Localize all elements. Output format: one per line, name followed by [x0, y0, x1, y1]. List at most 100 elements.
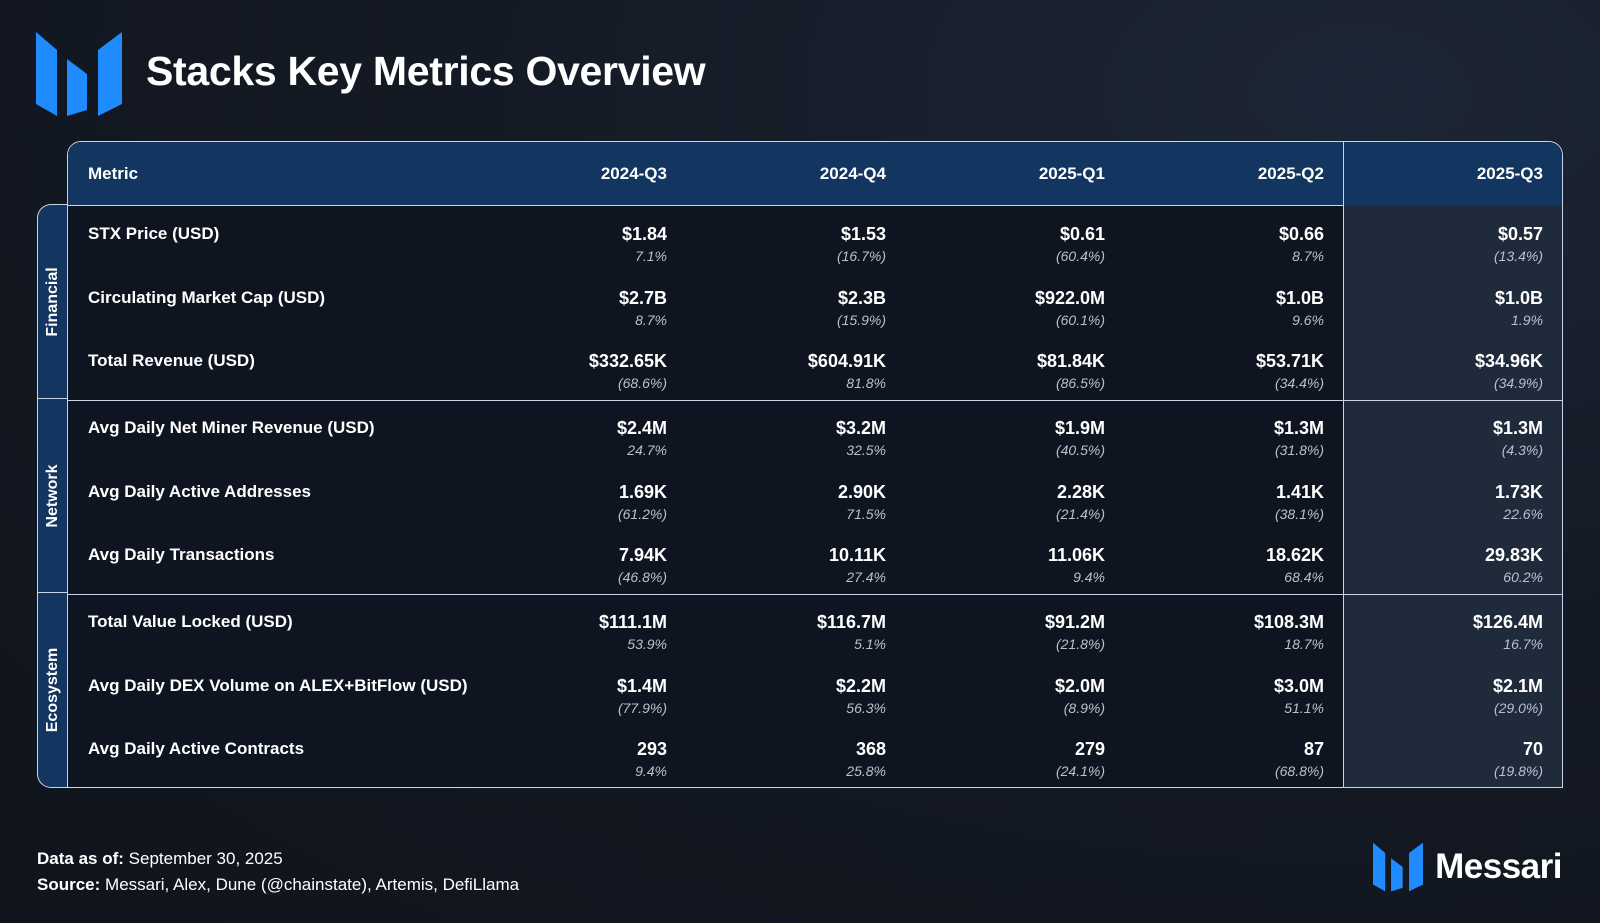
value-change: 8.7%: [635, 312, 667, 328]
value-cell: $604.91K 81.8%: [686, 348, 886, 392]
value-cell: $922.0M (60.1%): [905, 285, 1105, 329]
value-main: 279: [1074, 739, 1105, 759]
source-note: Source: Messari, Alex, Dune (@chainstate…: [37, 875, 519, 895]
header-period: 2024-Q4: [819, 164, 886, 183]
value-cell: 368 25.8%: [686, 736, 886, 780]
value-change: 24.7%: [627, 442, 667, 458]
value-change: (46.8%): [617, 569, 667, 585]
value-main: $2.7B: [618, 288, 667, 308]
value-change: 32.5%: [846, 442, 886, 458]
value-change: (77.9%): [617, 700, 667, 716]
value-change: (38.1%): [1274, 506, 1324, 522]
value-change: (29.0%): [1493, 700, 1543, 716]
value-main: $1.3M: [1492, 418, 1543, 438]
value-cell: $53.71K (34.4%): [1124, 348, 1324, 392]
value-change: (34.4%): [1274, 375, 1324, 391]
value-change: 16.7%: [1503, 636, 1543, 652]
metric-label: Avg Daily Active Contracts: [88, 739, 305, 758]
value-main: $3.2M: [835, 418, 886, 438]
value-change: 22.6%: [1503, 506, 1543, 522]
value-change: 51.1%: [1284, 700, 1324, 716]
value-cell: $1.0B 1.9%: [1343, 285, 1543, 329]
value-cell: $2.2M 56.3%: [686, 673, 886, 717]
value-main: $0.66: [1278, 224, 1324, 244]
value-cell: 11.06K 9.4%: [905, 542, 1105, 586]
value-change: 25.8%: [846, 763, 886, 779]
value-main: $1.84: [621, 224, 667, 244]
value-main: $1.4M: [616, 676, 667, 696]
metric-label: Total Revenue (USD): [88, 351, 255, 370]
value-cell: $332.65K (68.6%): [467, 348, 667, 392]
value-cell: $1.0B 9.6%: [1124, 285, 1324, 329]
value-main: 1.73K: [1494, 482, 1543, 502]
value-cell: $1.3M (31.8%): [1124, 415, 1324, 459]
value-change: (19.8%): [1493, 763, 1543, 779]
group-tab-ecosystem: Ecosystem: [37, 592, 68, 788]
value-change: 5.1%: [854, 636, 886, 652]
value-cell: $108.3M 18.7%: [1124, 609, 1324, 653]
value-change: 18.7%: [1284, 636, 1324, 652]
metrics-table: Metric 2024-Q3 2024-Q4 2025-Q1 2025-Q2 2…: [67, 141, 1563, 788]
value-cell: $34.96K (34.9%): [1343, 348, 1543, 392]
value-main: 293: [636, 739, 667, 759]
value-cell: $2.7B 8.7%: [467, 285, 667, 329]
value-main: 10.11K: [828, 545, 886, 565]
value-cell: $1.53 (16.7%): [686, 221, 886, 265]
value-main: $604.91K: [807, 351, 886, 371]
value-main: $1.9M: [1054, 418, 1105, 438]
group-label-financial: Financial: [44, 266, 61, 337]
value-main: $1.0B: [1494, 288, 1543, 308]
value-main: $126.4M: [1472, 612, 1543, 632]
table-row: Circulating Market Cap (USD) $2.7B 8.7% $…: [68, 269, 1562, 334]
value-cell: 87 (68.8%): [1124, 736, 1324, 780]
value-main: 1.69K: [618, 482, 667, 502]
value-main: 2.90K: [837, 482, 886, 502]
value-change: (21.8%): [1055, 636, 1105, 652]
value-main: 70: [1522, 739, 1543, 759]
table-row: Avg Daily Active Addresses 1.69K (61.2%) …: [68, 463, 1562, 528]
metric-label: Avg Daily DEX Volume on ALEX+BitFlow (US…: [88, 676, 468, 695]
value-cell: $81.84K (86.5%): [905, 348, 1105, 392]
value-change: (4.3%): [1501, 442, 1543, 458]
value-change: (15.9%): [836, 312, 886, 328]
group-divider: [68, 400, 1562, 401]
value-change: (21.4%): [1055, 506, 1105, 522]
value-cell: 1.69K (61.2%): [467, 479, 667, 523]
data-as-of-note: Data as of: September 30, 2025: [37, 849, 283, 869]
value-main: 87: [1303, 739, 1324, 759]
value-cell: $3.2M 32.5%: [686, 415, 886, 459]
value-cell: 70 (19.8%): [1343, 736, 1543, 780]
brand-lockup: Messari: [1373, 842, 1562, 892]
group-label-ecosystem: Ecosystem: [44, 647, 61, 733]
highlight-header: 2025-Q3: [1343, 142, 1562, 205]
value-cell: 10.11K 27.4%: [686, 542, 886, 586]
value-cell: 1.41K (38.1%): [1124, 479, 1324, 523]
value-main: $1.53: [840, 224, 886, 244]
value-change: (16.7%): [836, 248, 886, 264]
value-cell: $0.66 8.7%: [1124, 221, 1324, 265]
current-quarter-highlight: [1343, 205, 1562, 787]
value-main: $111.1M: [598, 612, 667, 632]
value-change: (60.1%): [1055, 312, 1105, 328]
value-change: (8.9%): [1063, 700, 1105, 716]
header-period: 2025-Q2: [1257, 164, 1324, 183]
value-main: $2.4M: [616, 418, 667, 438]
table-row: Total Value Locked (USD) $111.1M 53.9% $1…: [68, 593, 1562, 658]
metric-label: Total Value Locked (USD): [88, 612, 293, 631]
value-change: (13.4%): [1493, 248, 1543, 264]
value-cell: $1.3M (4.3%): [1343, 415, 1543, 459]
value-cell: 279 (24.1%): [905, 736, 1105, 780]
value-main: $1.3M: [1273, 418, 1324, 438]
value-cell: $2.3B (15.9%): [686, 285, 886, 329]
value-cell: $126.4M 16.7%: [1343, 609, 1543, 653]
value-cell: $0.57 (13.4%): [1343, 221, 1543, 265]
value-change: 8.7%: [1292, 248, 1324, 264]
group-tab-network: Network: [37, 398, 68, 593]
value-cell: $111.1M 53.9%: [467, 609, 667, 653]
value-change: (31.8%): [1274, 442, 1324, 458]
group-divider: [68, 594, 1562, 595]
metric-label: Avg Daily Transactions: [88, 545, 275, 564]
value-change: (68.6%): [617, 375, 667, 391]
value-cell: 2.28K (21.4%): [905, 479, 1105, 523]
value-main: $922.0M: [1034, 288, 1105, 308]
